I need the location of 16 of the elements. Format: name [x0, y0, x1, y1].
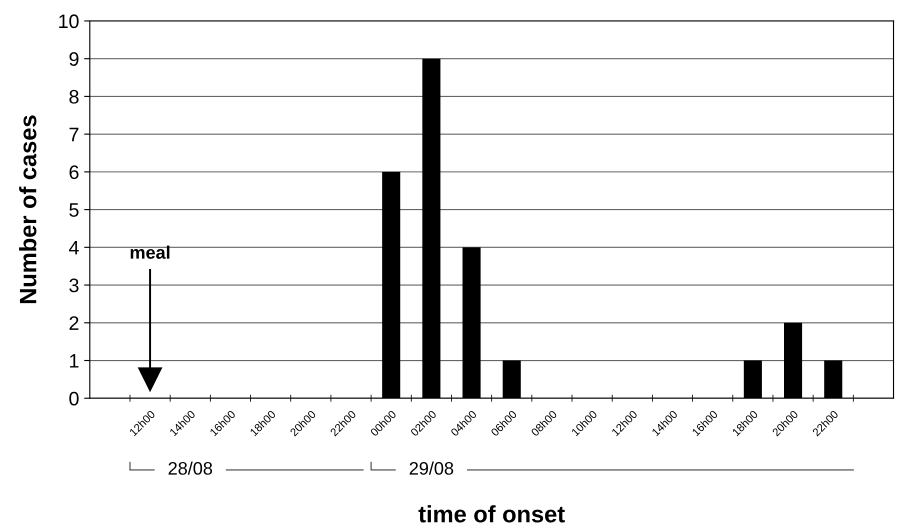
- y-tick-label: 6: [70, 165, 79, 180]
- text: 28/08: [168, 462, 212, 475]
- y-tick-label: 4: [69, 240, 79, 254]
- x-axis-title: time of onset: [418, 505, 565, 523]
- text: 29/08: [410, 462, 454, 475]
- y-tick-label: 10: [59, 14, 79, 28]
- y-tick-label: 1: [70, 354, 78, 368]
- y-axis-title: Number of cases: [19, 115, 36, 304]
- y-tick-label: 9: [69, 52, 78, 66]
- annotation: meal: [130, 246, 170, 259]
- y-tick-label: 3: [69, 278, 79, 292]
- y-tick-label: 5: [69, 203, 79, 217]
- y-tick-label: 8: [69, 90, 79, 104]
- y-tick-label: 0: [69, 392, 79, 406]
- y-tick-label: 2: [70, 316, 78, 330]
- y-tick-label: 7: [70, 128, 78, 142]
